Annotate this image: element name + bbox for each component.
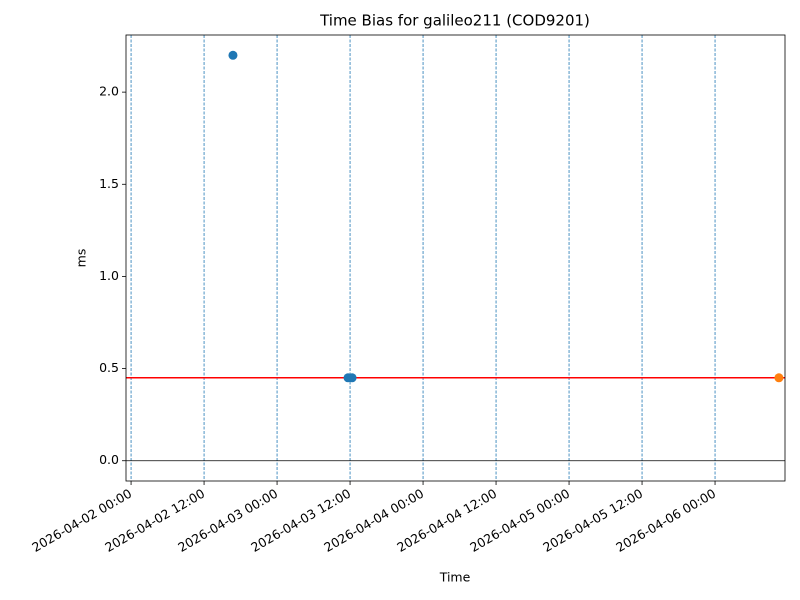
y-tick-label: 0.0	[99, 452, 119, 467]
y-tick-label: 0.5	[99, 360, 119, 375]
x-axis-label: Time	[439, 570, 471, 585]
data-point	[228, 50, 238, 60]
y-tick-label: 1.5	[99, 176, 119, 191]
plot-frame	[125, 34, 786, 482]
y-tick-label: 2.0	[99, 84, 119, 99]
y-axis-label: ms	[74, 249, 89, 268]
chart-title: Time Bias for galileo211 (COD9201)	[319, 12, 590, 30]
data-point	[347, 373, 357, 383]
y-tick-label: 1.0	[99, 268, 119, 283]
data-point	[774, 373, 784, 383]
